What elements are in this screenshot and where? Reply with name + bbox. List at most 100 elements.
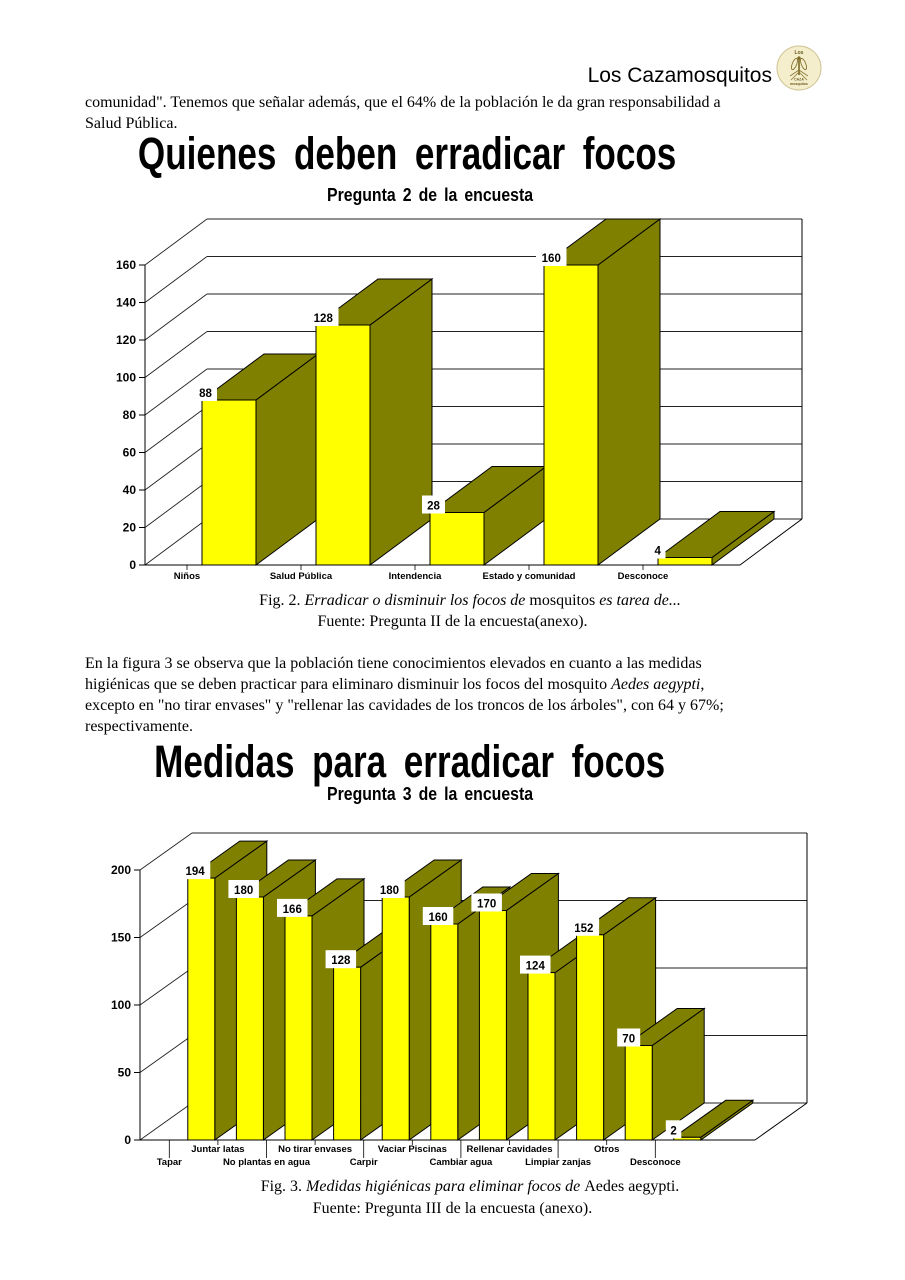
- value-tick-label: 100: [111, 998, 131, 1012]
- bar-front-face: [381, 896, 410, 1141]
- value-label: 152: [574, 923, 593, 935]
- bar-front-face: [187, 877, 216, 1141]
- value-label: 128: [331, 955, 351, 967]
- value-label-box: [308, 308, 339, 326]
- bar-front-face: [673, 1136, 702, 1141]
- grid-line-wall: [144, 256, 208, 303]
- value-label: 180: [380, 885, 399, 897]
- brand-title: Los Cazamosquitos: [587, 64, 772, 87]
- category-label: Estado y comunidad: [483, 571, 576, 582]
- svg-text:CAZA: CAZA: [794, 78, 804, 82]
- value-label: 170: [477, 899, 496, 911]
- value-label-box: [650, 540, 666, 559]
- grid-line-wall: [144, 218, 208, 266]
- category-label: Intendencia: [389, 571, 443, 582]
- category-label: Desconoce: [618, 571, 669, 582]
- figure2-subtitle: Pregunta 2 de la encuesta: [326, 185, 534, 205]
- value-tick-label: 80: [123, 408, 137, 422]
- grid-line-wall: [144, 443, 208, 491]
- bar-side-face: [597, 218, 661, 566]
- figure3-subtitle: Pregunta 3 de la encuesta: [326, 784, 534, 804]
- grid-line-wall: [144, 368, 208, 416]
- category-label: Desconoce: [630, 1157, 681, 1168]
- mosquito-logo-icon: Los CAZA mosquitos: [776, 45, 822, 91]
- value-tick-label: 20: [123, 521, 137, 535]
- paragraph-figura3: En la figura 3 se observa que la poblaci…: [85, 653, 724, 737]
- bar-front-face: [235, 896, 264, 1141]
- value-label-box: [665, 1120, 682, 1139]
- bar-front-face: [478, 910, 507, 1141]
- bar-front-face: [430, 923, 459, 1141]
- figure2-caption: Fig. 2. Erradicar o disminuir los focos …: [35, 592, 905, 610]
- value-tick-label: 120: [116, 333, 136, 347]
- bar-front-face: [315, 324, 371, 566]
- bar-side-face: [369, 278, 433, 566]
- figure3-caption-prefix: Fig. 3.: [260, 1178, 307, 1195]
- value-tick-label: 200: [111, 863, 131, 877]
- paragraph-figura3-line3: excepto en "no tirar envases" y "rellena…: [85, 697, 724, 714]
- figure2-source: Fuente: Pregunta II de la encuesta(anexo…: [317, 613, 588, 630]
- bar-front-face: [284, 915, 313, 1141]
- value-label-box: [617, 1028, 641, 1047]
- bar-front-face: [576, 934, 605, 1141]
- value-label: 28: [427, 501, 440, 513]
- value-label-box: [374, 880, 405, 898]
- paragraph-figura3-line1: En la figura 3 se observa que la poblaci…: [85, 655, 702, 672]
- value-label: 124: [526, 961, 546, 973]
- svg-text:mosquitos: mosquitos: [790, 82, 808, 86]
- paragraph-figura3-line2-end: ,: [700, 676, 705, 693]
- grid-line-wall: [139, 1102, 193, 1141]
- value-label-box: [536, 248, 567, 266]
- bar-front-face: [333, 966, 362, 1141]
- value-tick-label: 100: [116, 371, 136, 385]
- pregunta2-3d-bar-chart: 0 20 40 60 80 100 120 140 160 88 128 28 160 4 Niños Sal…: [116, 218, 803, 582]
- value-label-box: [179, 861, 211, 880]
- svg-text:Los: Los: [795, 50, 804, 56]
- grid-line-wall: [144, 406, 208, 453]
- value-label-box: [422, 495, 445, 514]
- value-label: 128: [314, 313, 334, 325]
- figure2-title: Quienes deben erradicar focos: [138, 128, 677, 179]
- figure2-caption-italic1: Erradicar o disminuir los focos de: [304, 592, 530, 609]
- floor-right-edge: [754, 1102, 808, 1141]
- figure3-caption: Fig. 3. Medidas higiénicas para eliminar…: [35, 1178, 905, 1196]
- value-label: 166: [283, 904, 302, 916]
- paragraph-intro-line1: comunidad". Tenemos que señalar además, …: [85, 94, 721, 111]
- category-label: Rellenar cavidades: [466, 1144, 552, 1155]
- figure2-caption-italic2: es tarea de...: [599, 592, 681, 609]
- value-label-box: [194, 383, 217, 401]
- category-label: Cambiar agua: [429, 1157, 493, 1168]
- species-name-italic: Aedes aegypti: [611, 676, 701, 693]
- pregunta3-3d-bar-chart: 0 50 100 150 200 194 180 166 128 180 160 170 124 152 7…: [111, 832, 808, 1168]
- value-label: 160: [428, 912, 447, 924]
- category-label: Juntar latas: [191, 1144, 244, 1155]
- paragraph-figura3-line4: respectivamente.: [85, 718, 193, 735]
- value-tick-label: 0: [129, 558, 136, 572]
- grid-line-wall: [144, 481, 208, 528]
- value-label: 88: [199, 388, 212, 400]
- paragraph-intro-line2: Salud Pública.: [85, 115, 178, 132]
- category-label: Otros: [594, 1144, 619, 1155]
- category-label: No tirar envases: [278, 1144, 352, 1155]
- bar-front-face: [543, 264, 599, 566]
- value-tick-label: 160: [116, 258, 136, 272]
- bar-front-face: [429, 512, 485, 566]
- value-label: 2: [670, 1125, 676, 1137]
- value-label: 4: [655, 546, 662, 558]
- grid-line-wall: [139, 967, 193, 1006]
- grid-line-wall: [139, 1035, 193, 1073]
- value-tick-label: 40: [123, 483, 137, 497]
- category-label: Niños: [174, 571, 200, 582]
- figure2-caption-roman: mosquitos: [529, 592, 600, 609]
- value-tick-label: 150: [111, 931, 131, 945]
- paragraph-figura3-line2: higiénicas que se deben practicar para e…: [85, 676, 612, 693]
- category-label: Carpir: [350, 1157, 378, 1168]
- value-label-box: [228, 880, 259, 898]
- bar-front-face: [527, 972, 556, 1141]
- value-label-box: [277, 898, 308, 917]
- category-label: Vaciar Piscinas: [378, 1144, 447, 1155]
- grid-line-wall: [144, 518, 208, 566]
- bar-top-face: [656, 511, 776, 558]
- bar-front-face: [624, 1045, 653, 1141]
- figure3-caption-italic: Medidas higiénicas para eliminar focos d…: [306, 1178, 585, 1195]
